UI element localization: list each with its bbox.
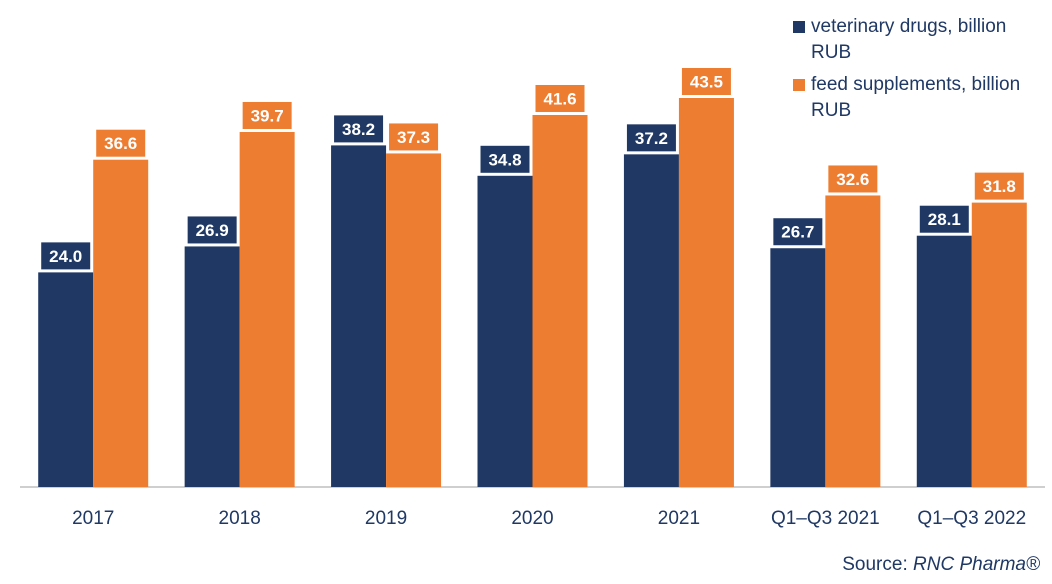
bar-veterinary-drugs [331,145,387,488]
x-tick-label: 2017 [72,508,114,529]
bar-feed-supplements [386,153,442,488]
data-label: 32.6 [836,170,869,189]
bar-feed-supplements [532,114,588,487]
bar-veterinary-drugs [623,154,679,487]
bar-feed-supplements [239,131,295,487]
data-label-box [533,82,587,114]
data-label: 39.7 [251,106,284,125]
source-brand: RNC Pharma® [913,554,1040,575]
data-label: 41.6 [543,89,576,108]
bar-veterinary-drugs [184,246,240,487]
bar-feed-supplements [93,159,149,488]
data-label: 26.9 [196,221,229,240]
data-label-box [387,121,441,153]
legend-swatch-feed-supplements [793,79,805,91]
data-label: 26.7 [781,223,814,242]
data-label-box [917,203,971,235]
data-label: 36.6 [104,134,137,153]
data-label-box [94,127,148,159]
bar-veterinary-drugs [477,175,533,488]
data-label-box [240,99,294,131]
legend-label-feed-supplements: feed supplements, billion RUB [811,74,1021,121]
x-tick-label: Q1–Q3 2022 [917,508,1026,529]
x-tick-label: 2018 [219,508,261,529]
legend-swatch-veterinary-drugs [793,21,805,33]
x-tick-label: Q1–Q3 2021 [771,508,880,529]
data-label-box [972,170,1026,202]
data-label-box [771,216,825,248]
source-prefix: Source: [842,554,914,575]
bar-veterinary-drugs [770,248,826,487]
data-label: 34.8 [488,150,521,169]
data-label: 43.5 [690,73,723,92]
data-label-box [826,163,880,195]
data-label: 28.1 [928,210,961,229]
data-label: 24.0 [49,247,82,266]
data-label-box [332,113,386,145]
x-tick-label: 2019 [365,508,407,529]
data-label: 37.3 [397,128,430,147]
bar-veterinary-drugs [38,272,94,487]
legend-label-veterinary-drugs: veterinary drugs, billion RUB [811,16,1007,63]
data-label: 31.8 [983,177,1016,196]
data-label: 37.2 [635,129,668,148]
x-tick-label: 2020 [511,508,553,529]
bar-feed-supplements [825,195,881,487]
data-label-box [624,122,678,154]
legend-item-feed-supplements: feed supplements, billion RUB [793,72,1043,124]
bar-veterinary-drugs [916,235,972,487]
bar-feed-supplements [971,202,1027,488]
legend-item-veterinary-drugs: veterinary drugs, billion RUB [793,14,1043,66]
source-note: Source: RNC Pharma® [842,554,1040,576]
data-label: 38.2 [342,120,375,139]
legend: veterinary drugs, billion RUB feed suppl… [793,14,1043,130]
x-tick-label: 2021 [658,508,700,529]
data-label-box [478,143,532,175]
bar-feed-supplements [678,98,734,487]
data-label-box [185,214,239,246]
data-label-box [679,66,733,97]
data-label-box [39,240,93,272]
